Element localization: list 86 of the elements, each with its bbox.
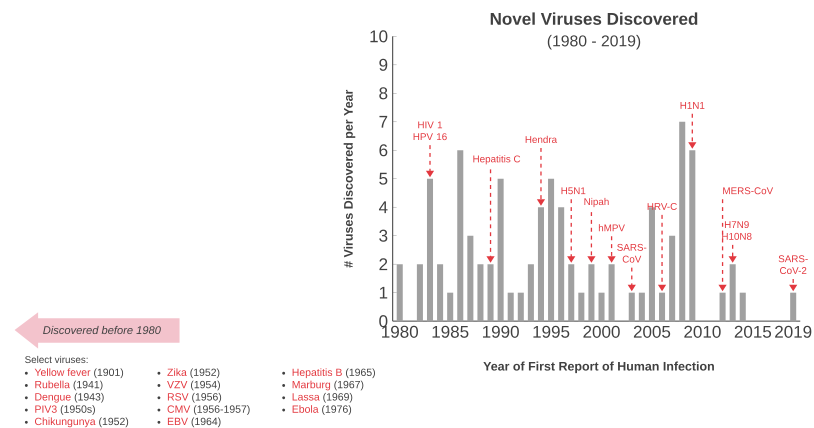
text: Select viruses: <box>25 356 88 363</box>
bar <box>498 178 504 322</box>
bar <box>508 292 514 322</box>
y-axis-title: # Viruses Discovered per Year <box>344 90 356 268</box>
text: (1950s) <box>60 405 95 415</box>
x-tick-label: 1995 <box>533 326 570 338</box>
bar <box>396 264 403 322</box>
annotation: Hendra <box>526 136 558 143</box>
text: (1941) <box>74 380 103 390</box>
text: Chikungunya <box>34 417 96 428</box>
annotation: SARS-CoV <box>617 244 646 263</box>
text: (1952) <box>99 417 128 428</box>
y-tick-label: 0 <box>379 315 388 328</box>
text: EBV <box>168 418 188 425</box>
x-tick-label: 2005 <box>634 326 670 338</box>
bar <box>477 264 484 322</box>
y-tick-label: 6 <box>379 144 388 156</box>
bar <box>548 178 554 322</box>
text: PIV3 <box>35 405 57 413</box>
bar <box>528 264 534 322</box>
text: Discovered before 1980 <box>43 326 161 334</box>
x-tick-label: 1985 <box>432 326 468 338</box>
y-tick-label: 4 <box>378 201 388 213</box>
x-tick-label: 2019 <box>775 326 812 338</box>
x-tick-label: 2010 <box>684 326 721 338</box>
text: Yellow fever <box>34 368 90 376</box>
text: (1901) <box>94 368 124 378</box>
chart-title: Novel Viruses Discovered <box>490 12 698 25</box>
annotation: H5N1 <box>562 187 586 194</box>
text: Hepatitis B <box>292 368 342 378</box>
y-tick-label: 2 <box>379 258 388 270</box>
bar <box>669 236 676 322</box>
text: RSV <box>168 393 189 400</box>
x-axis-title: Year of First Report of Human Infection <box>483 361 714 374</box>
text: (1956) <box>192 392 222 403</box>
bar <box>416 264 423 322</box>
text: (1964) <box>192 417 221 428</box>
text: Zika <box>167 368 187 376</box>
x-tick-label: 2000 <box>583 326 620 338</box>
annotation: HRV-C <box>648 202 677 210</box>
annotation: Hepatitis C <box>473 155 520 164</box>
text: (1954) <box>190 380 220 390</box>
text: CMV <box>168 405 190 413</box>
bar <box>518 292 524 322</box>
chart-subtitle: (1980 - 2019) <box>548 34 640 50</box>
text: (1956-1957) <box>194 405 250 415</box>
bar <box>578 292 584 322</box>
x-tick-label: 2015 <box>734 326 772 338</box>
annotation: MERS-CoV <box>723 187 774 194</box>
bar <box>447 292 454 322</box>
bar <box>740 292 746 322</box>
annotation: SARS-CoV-2 <box>778 255 808 274</box>
annotation: Nipah <box>584 198 609 207</box>
annotation: HIV 1 HPV 16 <box>414 121 447 140</box>
text: (1965) <box>346 368 375 378</box>
text: Rubella <box>35 380 70 388</box>
y-tick-label: 9 <box>379 58 388 71</box>
text: Lassa <box>292 393 320 400</box>
text: (1943) <box>74 392 104 403</box>
bar <box>437 264 444 322</box>
bar <box>598 292 605 322</box>
x-tick-label: 1990 <box>482 326 519 338</box>
y-tick-label: 3 <box>379 230 388 242</box>
annotation: hMPV <box>598 224 625 232</box>
y-tick-label: 8 <box>379 87 388 100</box>
text: (1969) <box>323 392 352 403</box>
text: (1952) <box>190 368 220 378</box>
y-tick-label: 10 <box>370 30 388 42</box>
y-tick-label: 1 <box>380 286 388 298</box>
text: Dengue <box>35 393 71 403</box>
text: Ebola <box>292 405 319 413</box>
text: VZV <box>167 380 188 388</box>
text: Marburg <box>292 380 330 390</box>
y-tick-label: 7 <box>379 116 388 128</box>
annotation: H7N9 H10N8 <box>722 221 752 240</box>
bar <box>679 122 686 322</box>
text: (1976) <box>322 405 352 415</box>
y-tick-label: 5 <box>379 172 388 185</box>
x-tick-label: 1980 <box>382 326 418 338</box>
text: (1967) <box>334 380 364 390</box>
bar <box>558 207 564 322</box>
bar <box>467 236 474 322</box>
annotation: H1N1 <box>680 102 704 109</box>
bar <box>790 292 796 322</box>
bar <box>457 150 464 322</box>
bar <box>638 292 645 322</box>
